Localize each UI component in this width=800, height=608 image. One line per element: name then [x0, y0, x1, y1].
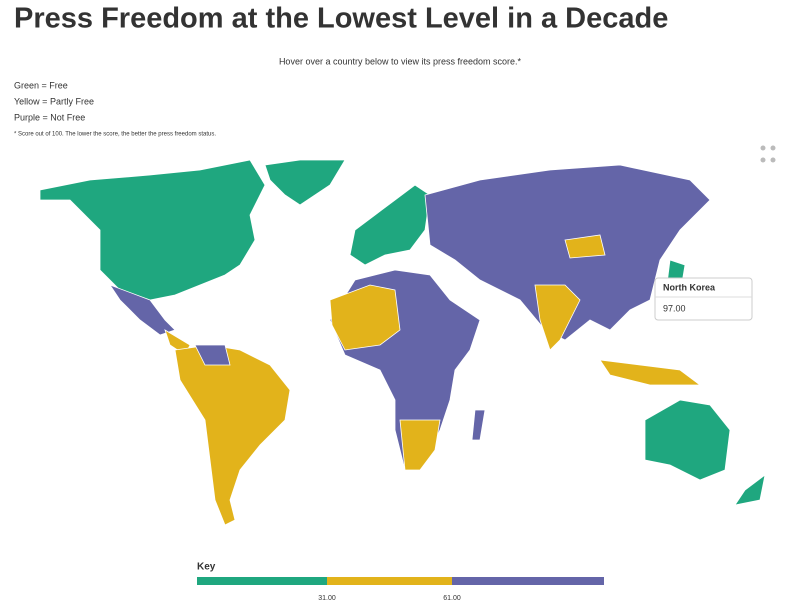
subtitle: Hover over a country below to view its p…: [279, 56, 522, 66]
key-free: [197, 577, 327, 585]
tooltip: North Korea 97.00: [654, 277, 753, 321]
asia[interactable]: [424, 164, 711, 341]
madagascar[interactable]: [471, 409, 486, 441]
tooltip-box: [654, 277, 753, 321]
menu-icon[interactable]: [760, 145, 776, 163]
title: Press Freedom at the Lowest Level in a D…: [14, 3, 668, 35]
greenland[interactable]: [264, 159, 346, 206]
note: * Score out of 100. The lower the score,…: [14, 132, 216, 138]
southern-africa[interactable]: [399, 419, 441, 471]
key-tick: 61.00: [443, 595, 461, 602]
australia[interactable]: [644, 399, 731, 481]
world-map[interactable]: [39, 159, 766, 526]
new-zealand[interactable]: [734, 474, 766, 506]
legend-item: Yellow = Partly Free: [14, 96, 94, 106]
venezuela[interactable]: [194, 344, 231, 366]
europe[interactable]: [349, 184, 431, 266]
west-africa[interactable]: [329, 284, 401, 351]
key-not-free: [452, 577, 604, 585]
legend-item: Purple = Not Free: [14, 112, 85, 122]
key-title: Key: [197, 562, 216, 573]
tooltip-country: North Korea: [663, 282, 716, 292]
legend-item: Green = Free: [14, 80, 68, 90]
south-america[interactable]: [174, 344, 291, 526]
indonesia[interactable]: [599, 359, 702, 386]
key-partly-free: [327, 577, 452, 585]
india[interactable]: [534, 284, 581, 351]
tooltip-score: 97.00: [663, 303, 686, 313]
mongolia[interactable]: [564, 234, 606, 259]
north-america[interactable]: [39, 159, 266, 301]
key-tick: 31.00: [318, 595, 336, 602]
